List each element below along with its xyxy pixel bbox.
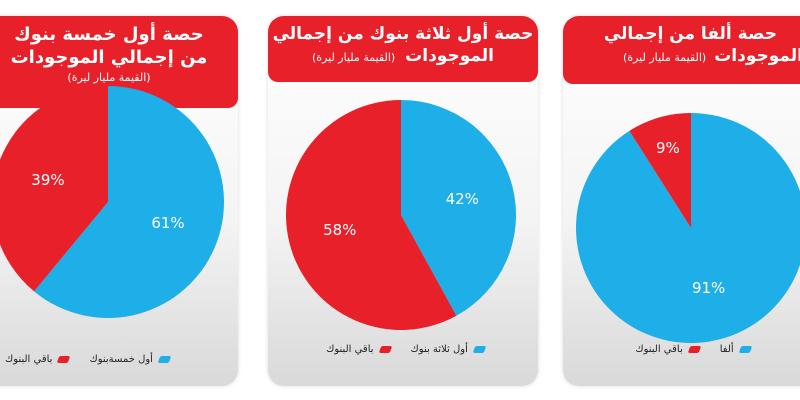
chart-card-top-five: حصة أول خمسة بنوك من إجمالي الموجودات (ا… [0,16,238,386]
legend-label: باقي البنوك [5,354,53,365]
chart-subtitle: (القيمة مليار ليرة) [623,51,707,64]
pie-slice-label: 58% [323,221,356,239]
chart-legend: ألفا باقي البنوك [623,344,763,355]
legend-swatch-red [687,346,702,353]
chart-title-line1: حصة ألفا من إجمالي [603,24,777,44]
legend-swatch-red [378,346,392,353]
pie-slice [286,100,457,331]
pie-slice [575,113,800,343]
legend-swatch-blue [738,346,752,353]
legend-swatch-red [57,356,71,363]
chart-card-alpha: حصة ألفا من إجمالي الموجودات (القيمة ملي… [563,16,800,386]
pie-chart-top-three: 42% 58% [286,100,516,331]
legend-label: أول خمسةبنوك [89,354,153,365]
chart-card-top-three: حصة أول ثلاثة بنوك من إجمالي الموجودات (… [268,16,538,386]
pie-slice [629,113,691,228]
chart-subtitle: (القيمة مليار ليرة) [67,71,151,84]
chart-legend: أول ثلاثة بنوك باقي البنوك [308,344,503,355]
pie-slice-label: 9% [656,139,680,157]
chart-title-line1: حصة أول ثلاثة بنوك من إجمالي [272,24,534,44]
legend-label: أول ثلاثة بنوك [410,344,468,355]
pie-slice-label: 91% [692,279,725,297]
chart-title-banner: حصة ألفا من إجمالي الموجودات (القيمة ملي… [563,16,800,84]
legend-swatch-blue [157,356,172,363]
legend-swatch-blue [472,346,487,353]
chart-legend: أول خمسةبنوك باقي البنوك [0,354,175,365]
pie-slice-label: 39% [31,171,64,189]
pie-slice [0,86,108,292]
pie-slice [401,100,516,316]
chart-title-line2: الموجودات [405,46,494,66]
pie-slice [34,86,224,318]
legend-label: باقي البنوك [326,344,374,355]
legend-label: ألفا [719,344,734,355]
chart-title-banner: حصة أول ثلاثة بنوك من إجمالي الموجودات (… [268,16,538,82]
chart-title-line2: الموجودات [714,46,800,66]
chart-title-line2: من إجمالي الموجودات [10,47,208,68]
pie-chart-alpha: 91% 9% [575,113,800,343]
chart-subtitle: (القيمة مليار ليرة) [312,51,396,64]
legend-label: باقي البنوك [635,344,683,355]
pie-chart-top-five: 61% 39% [0,86,224,318]
pie-slice-label: 42% [446,190,479,208]
chart-title-line1: حصة أول خمسة بنوك [14,24,204,45]
pie-slice-label: 61% [151,214,184,232]
